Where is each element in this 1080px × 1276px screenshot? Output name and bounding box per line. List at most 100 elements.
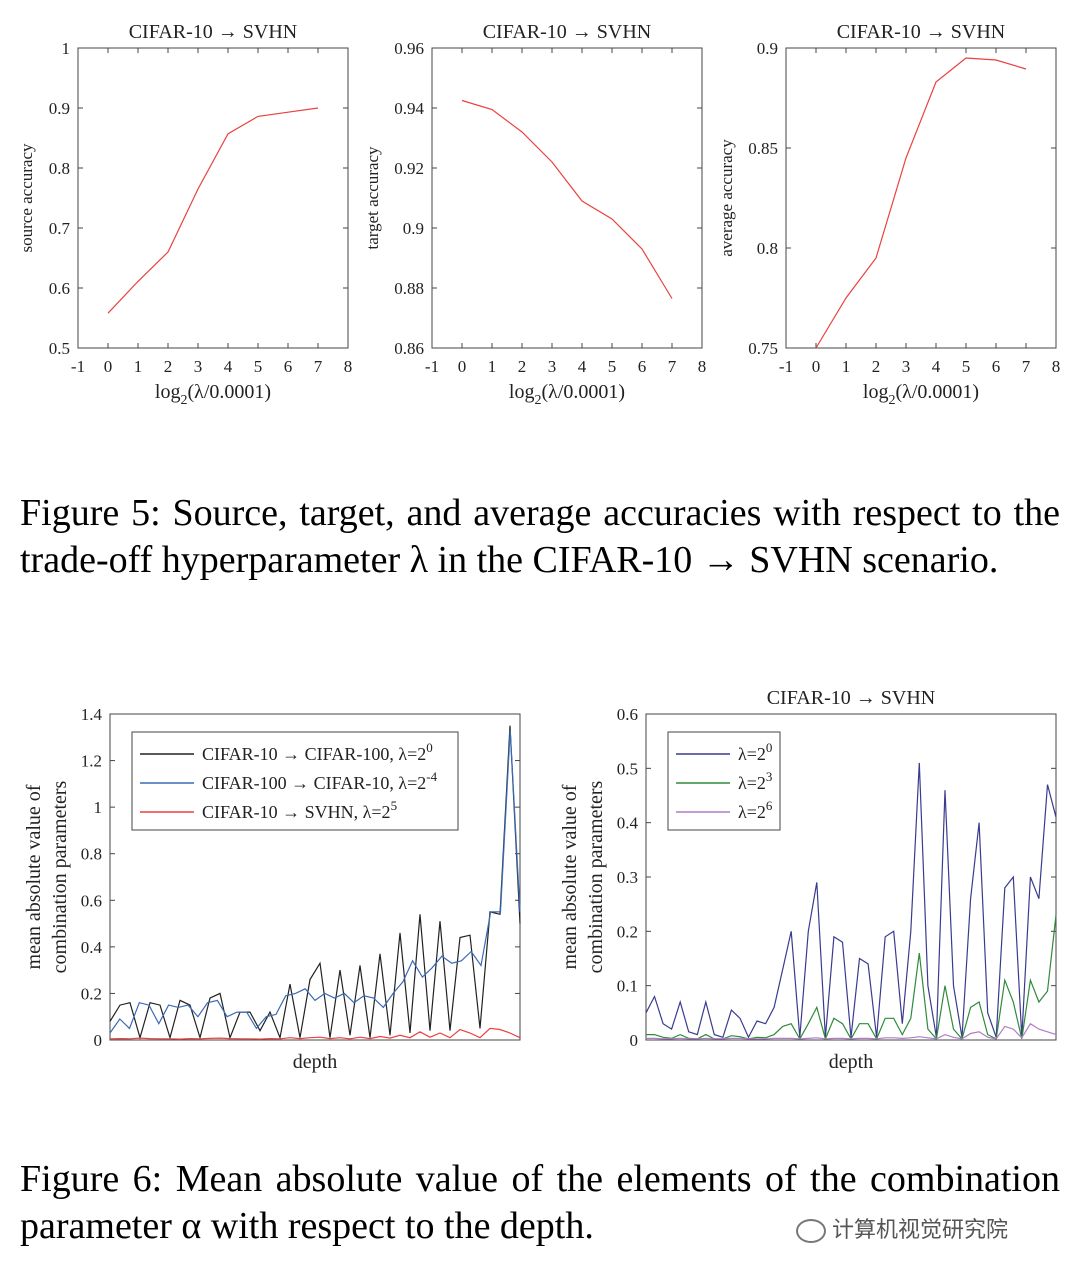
y-tick-label: 1 (62, 39, 71, 58)
series-line-0 (645, 762, 1057, 1039)
x-tick-label: 5 (962, 357, 971, 376)
y-tick-label: 0 (630, 1031, 639, 1050)
x-tick-label: 7 (314, 357, 323, 376)
series-line-0 (109, 725, 521, 1040)
legend-label-2: λ=26 (738, 798, 773, 822)
y-axis-label-line-1: mean absolute value of (559, 784, 581, 969)
y-tick-label: 1.2 (81, 752, 102, 771)
y-tick-label: 0.2 (81, 984, 102, 1003)
y-tick-label: 1 (94, 798, 103, 817)
y-tick-label: 0.1 (617, 977, 638, 996)
y-tick-label: 0.94 (394, 99, 424, 118)
y-tick-label: 0.8 (81, 845, 102, 864)
x-tick-label: 0 (458, 357, 467, 376)
x-tick-label: 7 (668, 357, 677, 376)
y-axis-label-line-2: combination parameters (585, 780, 607, 973)
y-tick-label: 0.5 (617, 759, 638, 778)
x-tick-label: 7 (1022, 357, 1031, 376)
plot-frame (785, 47, 1057, 349)
chart-title: CIFAR-10 → SVHN (837, 21, 1006, 43)
series-line-1 (109, 730, 521, 1034)
x-axis-label: depth (293, 1051, 337, 1073)
series-line-0 (107, 107, 319, 314)
series-line-2 (646, 1022, 1057, 1040)
x-tick-label: 6 (284, 357, 293, 376)
y-axis-label: average accuracy (717, 139, 736, 257)
chart-source-accuracy: 0.5 0.6 0.7 0.8 0.9 1 -1 0 1 2 3 4 5 6 7 8 CIFAR-10 → SV… (17, 21, 352, 408)
wechat-icon (796, 1219, 826, 1243)
plot-frame (77, 47, 349, 349)
watermark-text: 计算机视觉研究院 (832, 1218, 1009, 1243)
y-tick-label: 0.85 (748, 139, 778, 158)
x-tick-label: 3 (548, 357, 557, 376)
chart-title: CIFAR-10 → SVHN (129, 21, 298, 43)
y-tick-label: 0.6 (49, 279, 70, 298)
y-tick-label: 0.9 (49, 99, 70, 118)
x-axis-label: log2(λ/0.0001) (509, 381, 625, 408)
legend-label-0: CIFAR-10 → CIFAR-100, λ=20 (202, 740, 433, 764)
x-tick-label: 4 (224, 357, 233, 376)
series-line-0 (461, 99, 673, 299)
x-tick-label: 5 (254, 357, 263, 376)
chart-average-accuracy: 0.75 0.8 0.85 0.9 -1 0 1 2 3 4 5 6 7 8 CIFAR-10 → SVHN… (717, 21, 1060, 408)
watermark: 计算机视觉研究院 (790, 1210, 1015, 1246)
y-tick-label: 0.4 (617, 814, 639, 833)
chart-target-accuracy: 0.86 0.88 0.9 0.92 0.94 0.96 -1 0 1 2 3 4 5 6 7 8 CIFAR-… (363, 21, 706, 408)
series-line-2 (109, 1027, 521, 1040)
x-tick-label: 1 (842, 357, 851, 376)
x-tick-label: 1 (134, 357, 143, 376)
y-tick-label: 0.7 (49, 219, 71, 238)
x-tick-label: 1 (488, 357, 497, 376)
figure-5-caption: Figure 5: Source, target, and average ac… (20, 492, 1060, 581)
y-tick-label: 0.2 (617, 922, 638, 941)
x-tick-label: -1 (779, 357, 793, 376)
y-axis-label: target accuracy (363, 146, 382, 250)
y-tick-label: 0.3 (617, 868, 638, 887)
series-line-1 (646, 914, 1057, 1041)
y-axis-label: source accuracy (17, 143, 36, 253)
y-tick-label: 0.4 (81, 938, 103, 957)
x-tick-label: 3 (194, 357, 203, 376)
plot-frame (431, 47, 703, 349)
chart-title: CIFAR-10 → SVHN (767, 687, 936, 709)
x-axis-label: depth (829, 1051, 873, 1073)
y-tick-label: 1.4 (81, 705, 103, 724)
x-tick-label: 8 (698, 357, 707, 376)
x-tick-label: 0 (104, 357, 113, 376)
y-tick-label: 0.96 (394, 39, 424, 58)
y-tick-label: 0.8 (49, 159, 70, 178)
legend-box (131, 731, 459, 831)
x-axis-label: log2(λ/0.0001) (155, 381, 271, 408)
series-line-0 (815, 57, 1027, 349)
y-tick-label: 0.88 (394, 279, 424, 298)
x-tick-label: -1 (71, 357, 85, 376)
figure-charts: 0.5 0.6 0.7 0.8 0.9 1 -1 0 1 2 3 4 5 6 7 8 CIFAR-10 → SV… (17, 21, 1060, 1073)
legend-label-1: CIFAR-100 → CIFAR-10, λ=2-4 (202, 769, 438, 793)
x-tick-label: 6 (992, 357, 1001, 376)
x-tick-label: 6 (638, 357, 647, 376)
x-tick-label: 2 (518, 357, 527, 376)
y-tick-label: 0.9 (757, 39, 778, 58)
x-tick-label: 4 (578, 357, 587, 376)
chart-title: CIFAR-10 → SVHN (483, 21, 652, 43)
x-tick-label: 8 (344, 357, 353, 376)
x-tick-label: -1 (425, 357, 439, 376)
y-tick-label: 0.8 (757, 239, 778, 258)
x-tick-label: 5 (608, 357, 617, 376)
x-tick-label: 4 (932, 357, 941, 376)
x-axis-label: log2(λ/0.0001) (863, 381, 979, 408)
chart-depth-multi-task: 0 0.2 0.4 0.6 0.8 1 1.2 1.4 depth mean absolute v… (23, 705, 521, 1073)
x-tick-label: 3 (902, 357, 911, 376)
legend-label-2: CIFAR-10 → SVHN, λ=25 (202, 798, 397, 822)
x-tick-label: 0 (812, 357, 821, 376)
x-tick-label: 8 (1052, 357, 1061, 376)
legend-label-1: λ=23 (738, 769, 772, 793)
y-tick-label: 0.6 (617, 705, 638, 724)
y-tick-label: 0.75 (748, 339, 778, 358)
y-axis-label-line-1: mean absolute value of (23, 784, 45, 969)
legend-box (667, 731, 781, 831)
y-tick-label: 0 (94, 1031, 103, 1050)
x-tick-label: 2 (872, 357, 881, 376)
chart-depth-lambda: 0 0.1 0.2 0.3 0.4 0.5 0.6 CIFAR-10 → SVHN depth m… (559, 687, 1057, 1073)
plot-frame (109, 713, 521, 1041)
